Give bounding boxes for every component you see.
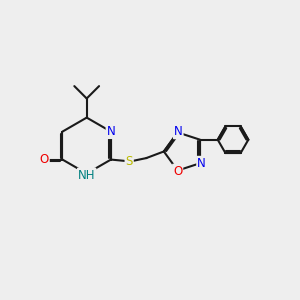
Text: N: N: [197, 157, 206, 170]
Text: N: N: [174, 125, 183, 138]
Text: O: O: [40, 153, 49, 166]
Text: N: N: [106, 125, 115, 138]
Text: S: S: [125, 154, 133, 167]
Text: NH: NH: [78, 169, 95, 182]
Text: O: O: [173, 165, 182, 178]
